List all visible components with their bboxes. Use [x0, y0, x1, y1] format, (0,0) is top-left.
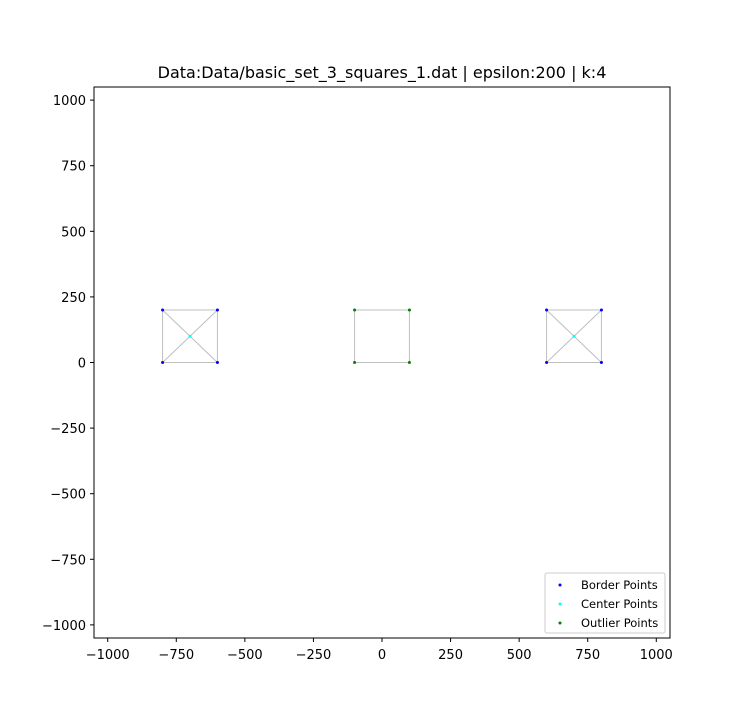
center-point-marker [188, 334, 192, 338]
x-tick-label: 500 [507, 648, 532, 663]
y-tick-label: −750 [50, 553, 86, 568]
x-tick-label: −500 [227, 648, 263, 663]
border-point-marker [599, 308, 603, 312]
y-tick-label: −250 [50, 422, 86, 437]
border-point-marker [215, 308, 219, 312]
legend-label-center-points: Center Points [581, 597, 658, 611]
border-point-marker [545, 308, 549, 312]
border-point-marker [545, 361, 549, 364]
outlier-point-marker [353, 308, 357, 312]
border-point-marker [161, 308, 165, 312]
outlier-point-marker [353, 361, 357, 364]
x-tick-label: 250 [438, 648, 463, 663]
legend-label-outlier-points: Outlier Points [581, 616, 658, 630]
x-tick-label: 0 [378, 648, 386, 663]
y-tick-label: 500 [61, 225, 86, 240]
legend-box [544, 572, 666, 634]
legend-marker-center-points [558, 602, 562, 606]
y-tick-label: 250 [61, 291, 86, 306]
outlier-point-marker [407, 361, 411, 364]
y-tick-label: 1000 [53, 94, 86, 109]
x-tick-label: −1000 [86, 648, 130, 663]
points-layer [161, 308, 603, 364]
y-tick-label: −1000 [42, 619, 86, 634]
outlier-point-marker [407, 308, 411, 312]
y-tick-label: −500 [50, 488, 86, 503]
legend: Border Points Center Points Outlier Points [544, 572, 666, 634]
y-tick-label: 750 [61, 160, 86, 175]
legend-marker-outlier-points [558, 621, 562, 625]
x-tick-label: −750 [158, 648, 194, 663]
border-point-marker [599, 361, 603, 364]
chart-title: Data:Data/basic_set_3_squares_1.dat | ep… [158, 63, 607, 83]
x-tick-label: 1000 [640, 648, 673, 663]
y-tick-label: 0 [78, 357, 86, 372]
center-point-marker [572, 334, 576, 338]
border-point-marker [215, 361, 219, 364]
legend-marker-border-points [558, 583, 562, 587]
x-tick-label: −250 [296, 648, 332, 663]
y-axis: −1000 −750 −500 −250 0 250 500 750 1000 [42, 94, 94, 634]
x-axis: −1000 −750 −500 −250 0 250 500 750 1000 [86, 638, 673, 663]
border-point-marker [161, 361, 165, 364]
x-tick-label: 750 [575, 648, 600, 663]
legend-label-border-points: Border Points [581, 578, 658, 592]
edges-layer [162, 309, 602, 363]
